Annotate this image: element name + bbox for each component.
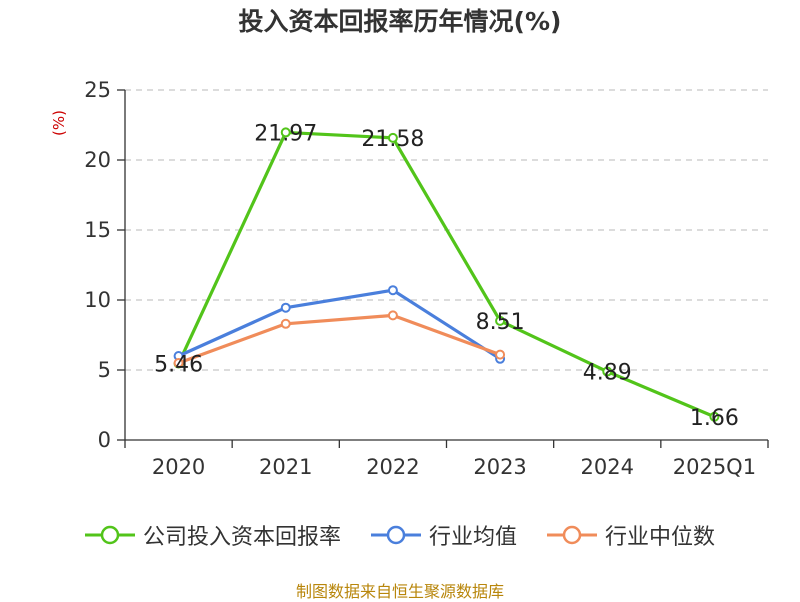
data-point xyxy=(495,315,506,326)
data-label-layer: 5.46 21.97 21.58 8.51 4.89 1.66 xyxy=(154,121,739,430)
legend-label: 行业中位数 xyxy=(605,525,716,550)
data-point xyxy=(495,349,506,360)
legend-swatch-marker xyxy=(386,525,406,545)
legend-item: 行业均值 xyxy=(370,519,517,551)
legend-item: 公司投入资本回报率 xyxy=(84,519,341,551)
data-label: 4.89 xyxy=(583,361,632,386)
x-tick-label: 2023 xyxy=(473,455,526,479)
chart-title: 投入资本回报率历年情况(%) xyxy=(238,7,562,36)
legend-swatch xyxy=(547,525,597,545)
legend-swatch xyxy=(370,525,421,545)
legend-swatch-marker xyxy=(100,525,120,545)
x-tick-label: 2020 xyxy=(152,455,205,479)
data-point xyxy=(387,310,398,321)
data-point xyxy=(280,318,291,329)
data-point xyxy=(280,302,291,313)
series-line xyxy=(177,288,501,361)
data-point xyxy=(173,358,184,368)
data-source-note: 制图数据来自恒生聚源数据库 xyxy=(295,582,504,601)
series-layer xyxy=(173,127,720,422)
data-label: 5.46 xyxy=(154,353,203,378)
x-tick-label: 2024 xyxy=(581,455,634,479)
y-tick-label: 0 xyxy=(98,428,111,452)
data-label: 21.97 xyxy=(254,121,317,146)
y-tick-label: 5 xyxy=(98,358,111,382)
legend-swatch xyxy=(84,525,135,545)
data-point xyxy=(387,285,398,296)
data-point xyxy=(602,366,613,377)
legend-swatch-marker xyxy=(562,525,582,545)
x-tick-label: 2022 xyxy=(366,455,419,479)
data-label: 1.66 xyxy=(690,406,739,431)
axis-layer: 0 5 10 15 20 25 2020 2021 2022 2023 2024 2025Q1 xyxy=(84,78,769,479)
y-tick-label: 20 xyxy=(84,148,111,172)
x-tick-label: 2025Q1 xyxy=(673,455,756,479)
series-line xyxy=(177,130,716,419)
y-tick-label: 15 xyxy=(84,218,111,242)
data-label: 8.51 xyxy=(476,310,525,335)
data-point xyxy=(280,127,291,138)
data-point xyxy=(709,411,720,422)
legend-label: 公司投入资本回报率 xyxy=(142,525,341,550)
x-tick-label: 2021 xyxy=(259,455,312,479)
legend-label: 行业均值 xyxy=(428,525,517,550)
y-tick-label: 25 xyxy=(84,78,111,102)
series-line xyxy=(178,313,501,365)
legend: 公司投入资本回报率 行业均值 行业中位数 xyxy=(0,518,800,552)
y-tick-label: 10 xyxy=(84,288,111,312)
data-label: 21.58 xyxy=(361,127,424,152)
legend-item: 行业中位数 xyxy=(547,519,715,551)
data-point xyxy=(387,132,398,143)
